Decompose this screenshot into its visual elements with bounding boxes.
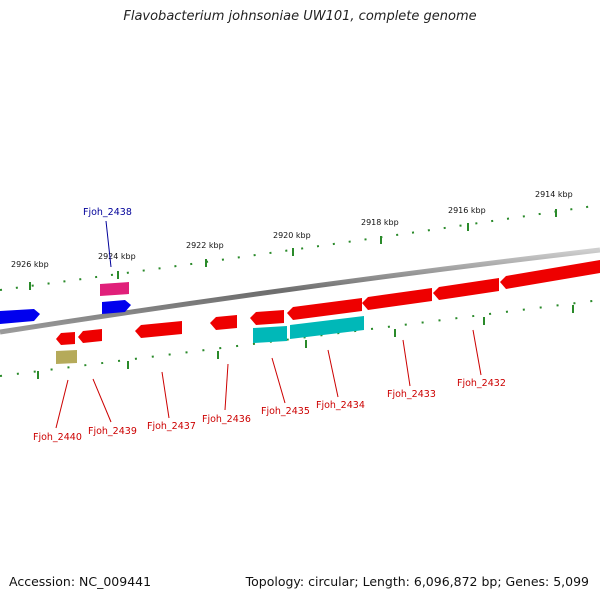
ruler-label-2926: 2926 kbp: [11, 260, 49, 269]
label-fjoh-2436[interactable]: Fjoh_2436: [202, 414, 251, 425]
gene-cyan-2434[interactable]: [290, 316, 364, 339]
gene-fjoh-2436[interactable]: [210, 315, 237, 330]
gene-fjoh-2439[interactable]: [78, 329, 102, 343]
label-fjoh-2440[interactable]: Fjoh_2440: [33, 432, 82, 443]
ruler-label-2924: 2924 kbp: [98, 252, 136, 261]
genome-backbone: [0, 247, 600, 335]
gene-fjoh-2437[interactable]: [135, 321, 182, 338]
gene-fjoh-2434[interactable]: [287, 298, 362, 320]
ruler-label-2916: 2916 kbp: [448, 206, 486, 215]
ruler-major-ticks: [29, 209, 574, 379]
label-fjoh-2437[interactable]: Fjoh_2437: [147, 421, 196, 432]
gene-fjoh-2435[interactable]: [250, 310, 284, 325]
map-title: Flavobacterium johnsoniae UW101, complet…: [123, 9, 477, 24]
accession-text: Accession: NC_009441: [9, 574, 152, 589]
gene-cyan-2435[interactable]: [253, 326, 287, 343]
label-fjoh-2438[interactable]: Fjoh_2438: [83, 207, 132, 218]
gene-fjoh-2440[interactable]: [56, 332, 75, 345]
gene-fjoh-2432-a[interactable]: [433, 278, 499, 300]
label-fjoh-2433[interactable]: Fjoh_2433: [387, 389, 436, 400]
gene-blue-2[interactable]: [102, 300, 131, 314]
gene-fjoh-2438[interactable]: [100, 282, 129, 296]
label-fjoh-2434[interactable]: Fjoh_2434: [316, 400, 365, 411]
label-leaders: [55, 220, 482, 429]
gene-khaki[interactable]: [56, 350, 77, 364]
ruler-label-2922: 2922 kbp: [186, 241, 224, 250]
label-fjoh-2435[interactable]: Fjoh_2435: [261, 406, 310, 417]
gene-blue-left[interactable]: [0, 309, 40, 324]
gene-fjoh-2433[interactable]: [362, 288, 432, 310]
ruler-label-2920: 2920 kbp: [273, 231, 311, 240]
ruler-label-2914: 2914 kbp: [535, 190, 573, 199]
gene-fjoh-2432-b[interactable]: [500, 260, 600, 289]
ruler-label-2918: 2918 kbp: [361, 218, 399, 227]
label-fjoh-2439[interactable]: Fjoh_2439: [88, 426, 137, 437]
label-fjoh-2432[interactable]: Fjoh_2432: [457, 378, 506, 389]
genome-summary-text: Topology: circular; Length: 6,096,872 bp…: [245, 574, 589, 589]
